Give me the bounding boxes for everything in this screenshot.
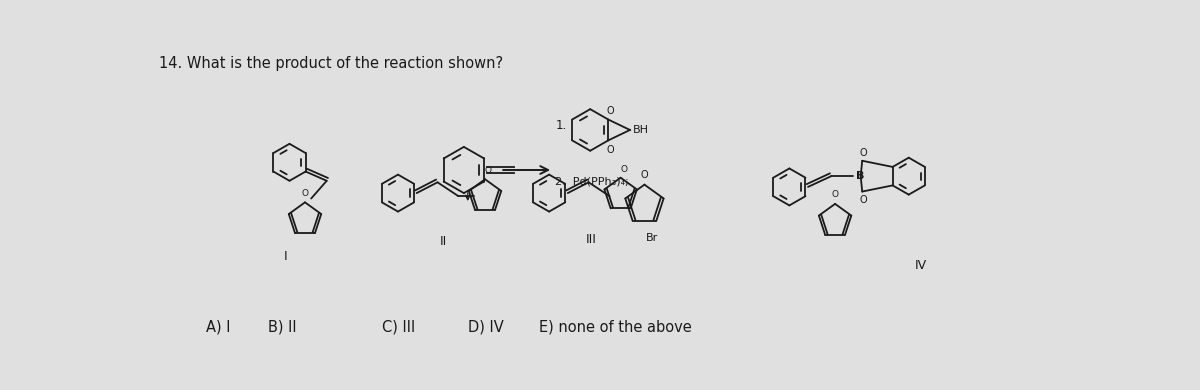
Text: O: O <box>832 190 839 199</box>
Text: O: O <box>606 145 613 155</box>
Text: O: O <box>859 195 866 205</box>
Text: O: O <box>859 148 866 158</box>
Text: O: O <box>606 106 613 116</box>
Text: B: B <box>856 171 864 181</box>
Text: I: I <box>284 250 288 263</box>
Text: B) II: B) II <box>268 320 296 335</box>
Text: O: O <box>301 189 308 198</box>
Text: III: III <box>586 233 596 246</box>
Text: Br: Br <box>647 233 659 243</box>
Text: II: II <box>440 236 448 248</box>
Text: 1.: 1. <box>556 119 566 132</box>
Text: O: O <box>485 167 492 176</box>
Text: IV: IV <box>914 259 926 272</box>
Text: BH: BH <box>634 125 649 135</box>
Text: O: O <box>641 170 648 180</box>
Text: C) III: C) III <box>383 320 415 335</box>
Text: A) I: A) I <box>206 320 230 335</box>
Text: E) none of the above: E) none of the above <box>539 320 691 335</box>
Text: D) IV: D) IV <box>468 320 504 335</box>
Text: O: O <box>620 165 628 174</box>
Text: 14. What is the product of the reaction shown?: 14. What is the product of the reaction … <box>160 56 504 71</box>
Text: 2.  Pd(PPh₃)₄;: 2. Pd(PPh₃)₄; <box>556 177 629 186</box>
